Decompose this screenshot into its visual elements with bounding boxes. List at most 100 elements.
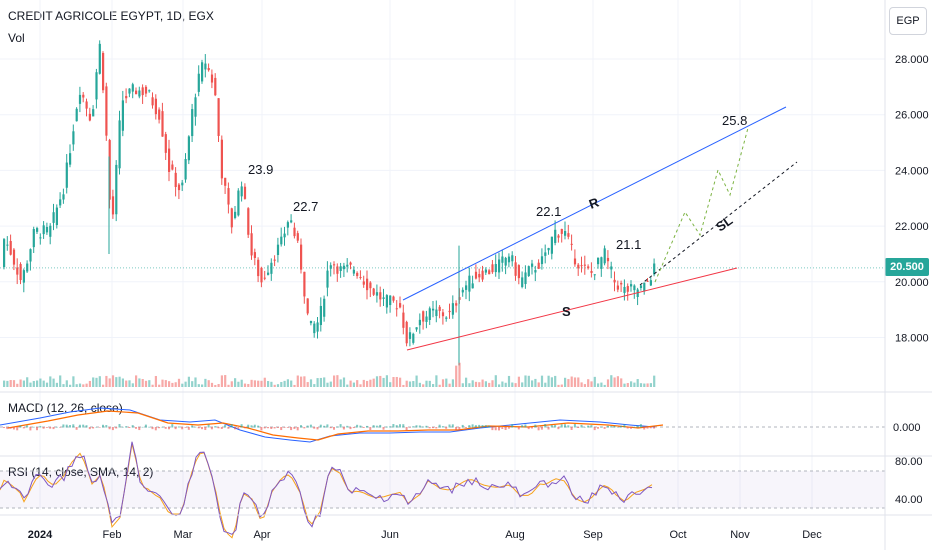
volume-bar [616, 376, 619, 387]
volume-bar [108, 378, 111, 387]
volume-bar [603, 384, 606, 387]
macd-histogram-bar [375, 425, 378, 428]
macd-histogram-bar [49, 427, 52, 429]
macd-histogram-bar [494, 427, 497, 431]
volume-bar [263, 377, 266, 387]
candle-body [408, 332, 412, 339]
candle-body [197, 73, 200, 92]
macd-histogram-bar [243, 427, 246, 429]
macd-histogram-bar [151, 427, 154, 430]
macd-histogram-bar [534, 424, 537, 428]
macd-histogram-bar [171, 424, 174, 428]
macd-histogram-bar [488, 425, 491, 428]
macd-histogram-bar [643, 427, 646, 430]
candle-body [9, 240, 12, 255]
volume-bar [316, 378, 319, 387]
macd-histogram-bar [197, 427, 200, 429]
candle-body [465, 285, 468, 290]
volume-bar [98, 376, 101, 387]
candle-body [389, 295, 392, 306]
volume-bar [105, 375, 108, 387]
candle-body [491, 264, 494, 273]
volume-bar [408, 381, 412, 387]
candle-body [102, 52, 105, 91]
macd-histogram-bar [554, 425, 557, 428]
candle-body [488, 270, 491, 275]
candle-body [590, 270, 593, 273]
rsi-line [0, 441, 653, 535]
volume-bar [75, 384, 78, 387]
volume-bar [283, 380, 286, 387]
volume-bar [577, 377, 580, 387]
volume-bar [276, 384, 280, 387]
volume-bar [653, 375, 656, 387]
macd-histogram-bar [154, 427, 157, 431]
volume-bar [69, 384, 72, 387]
macd-histogram-bar [517, 427, 520, 430]
volume-bar [148, 380, 151, 387]
macd-histogram-bar [550, 425, 553, 428]
candle-body [72, 131, 75, 145]
volume-bar [250, 379, 253, 387]
macd-histogram-bar [379, 424, 382, 428]
volume-bar [395, 376, 398, 387]
volume-bar [649, 383, 652, 387]
candle-body [98, 43, 101, 74]
volume-bar [643, 383, 646, 387]
candle-body [316, 322, 319, 332]
candle-body [626, 286, 629, 292]
candle-body [567, 233, 570, 237]
volume-bar [441, 379, 445, 387]
candle-body [349, 262, 352, 265]
candle-body [313, 323, 316, 334]
candle-body [204, 63, 207, 70]
macd-histogram-bar [293, 427, 296, 429]
volume-bar [270, 381, 273, 387]
volume-bar [154, 375, 157, 387]
candle-body [379, 292, 382, 300]
macd-histogram-bar [158, 427, 161, 429]
volume-bar [560, 384, 563, 387]
macd-histogram-bar [623, 424, 626, 428]
volume-bar [49, 376, 52, 387]
candle-body [181, 182, 184, 186]
volume-bar [369, 379, 372, 387]
volume-bar [22, 380, 25, 387]
candle-body [210, 74, 214, 83]
volume-bar [613, 377, 616, 387]
macd-histogram-bar [408, 427, 411, 428]
volume-label: Vol [8, 31, 25, 45]
macd-histogram-bar [105, 425, 108, 428]
candle-body [346, 264, 349, 267]
volume-bar [309, 379, 313, 387]
macd-histogram-bar [583, 426, 586, 428]
volume-bar [194, 377, 197, 387]
resistance-line [402, 106, 787, 301]
macd-histogram-bar [283, 427, 286, 428]
volume-bar [385, 375, 388, 387]
volume-bar [455, 365, 458, 387]
volume-bar [501, 381, 504, 387]
candle-body [593, 274, 596, 276]
volume-bar [531, 380, 534, 387]
price-tick-label: 26.000 [895, 110, 929, 122]
candle-body [372, 288, 375, 295]
annotation-label: R [587, 194, 602, 212]
macd-histogram-bar [32, 426, 35, 428]
macd-histogram-bar [296, 427, 299, 431]
macd-histogram-bar [478, 424, 481, 428]
macd-histogram-bar [207, 424, 210, 428]
candle-body [111, 196, 115, 215]
macd-histogram-bar [85, 425, 88, 428]
macd-histogram-bar [319, 424, 322, 428]
volume-bar [339, 379, 342, 387]
candle-body [69, 153, 72, 165]
volume-bar [59, 375, 62, 387]
volume-bar [488, 382, 491, 387]
macd-histogram-bar [260, 427, 263, 431]
candle-body [296, 233, 299, 241]
volume-bar [115, 377, 118, 387]
macd-histogram-bar [333, 427, 335, 430]
currency-button[interactable]: EGP [889, 7, 927, 35]
